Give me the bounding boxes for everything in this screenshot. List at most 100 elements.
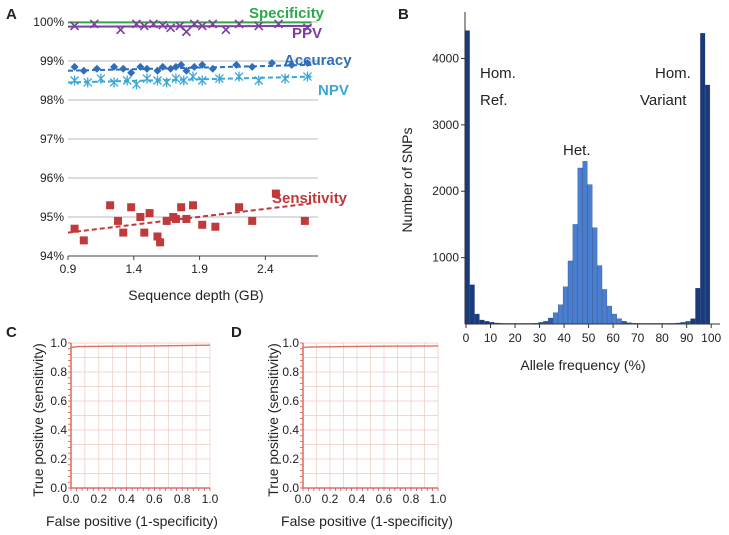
point-sensitivity bbox=[271, 189, 280, 198]
point-accuracy bbox=[248, 62, 257, 71]
point-ppv-stroke bbox=[254, 21, 264, 31]
point-ppv bbox=[197, 21, 207, 31]
point-accuracy bbox=[136, 62, 145, 71]
panel-letter-d: D bbox=[231, 324, 242, 341]
annot-het: Het. bbox=[563, 142, 591, 159]
point-npv bbox=[171, 73, 181, 84]
panel-c-y-axis-title: True positive (sensitivity) bbox=[30, 343, 46, 497]
panel-d-x-tick-label: 0.0 bbox=[295, 492, 312, 506]
annot-hom-ref-1: Hom. bbox=[480, 65, 516, 82]
panel-letter-b: B bbox=[398, 6, 409, 23]
point-sensitivity bbox=[106, 201, 115, 210]
point-ppv bbox=[139, 21, 149, 31]
point-npv bbox=[131, 79, 141, 90]
histogram-bar bbox=[700, 33, 706, 325]
point-sensitivity bbox=[171, 214, 180, 223]
trendline-ppv bbox=[67, 24, 312, 28]
point-sensitivity bbox=[300, 216, 309, 225]
panel-b-x-tick-label: 100 bbox=[701, 331, 721, 345]
panel-d-ticks: 0.0 0.2 0.4 0.6 0.8 1.0 0.0 0.2 0.4 0.6 0.8 1.0 bbox=[282, 336, 446, 506]
panel-a-x-ticks: 0.9 1.4 1.9 2.4 bbox=[60, 255, 318, 276]
point-ppv-stroke bbox=[158, 20, 168, 30]
panel-letter-a: A bbox=[6, 6, 17, 23]
label-ppv: PPV bbox=[292, 25, 322, 42]
point-sensitivity bbox=[114, 216, 122, 225]
panel-c-y-tick-label: 0.6 bbox=[50, 394, 67, 408]
panel-d-y-tick-label: 0.8 bbox=[282, 365, 299, 379]
histogram-bar bbox=[602, 289, 608, 325]
point-sensitivity bbox=[145, 209, 154, 218]
label-specificity: Specificity bbox=[249, 5, 325, 22]
panel-d-y-tick-label: 0.2 bbox=[282, 452, 299, 466]
panel-d-roc-line bbox=[302, 345, 439, 488]
point-sensitivity bbox=[211, 222, 220, 231]
panel-d-x-tick-label: 1.0 bbox=[430, 492, 447, 506]
panel-d-y-tick-label: 0.4 bbox=[282, 423, 299, 437]
point-accuracy bbox=[232, 60, 241, 69]
annot-hom-var-1: Hom. bbox=[655, 65, 691, 82]
point-npv bbox=[254, 75, 264, 86]
point-accuracy bbox=[303, 58, 312, 67]
point-accuracy bbox=[190, 62, 199, 71]
panel-d-y-tick-label: 0.6 bbox=[282, 394, 299, 408]
panel-d-x-axis-title: False positive (1-specificity) bbox=[281, 513, 453, 529]
point-sensitivity bbox=[198, 220, 207, 229]
point-npv bbox=[179, 75, 189, 86]
point-accuracy bbox=[70, 62, 79, 71]
point-accuracy bbox=[287, 60, 296, 69]
point-sensitivity bbox=[248, 216, 257, 225]
point-npv bbox=[142, 73, 152, 84]
point-sensitivity bbox=[182, 214, 191, 223]
panel-a-x-tick-label: 0.9 bbox=[60, 262, 77, 276]
point-ppv bbox=[254, 21, 264, 31]
panel-c-x-tick-label: 0.2 bbox=[90, 492, 107, 506]
panel-c-x-tick-label: 0.8 bbox=[174, 492, 191, 506]
panel-b-y-tick-label: 1000 bbox=[432, 251, 459, 265]
panel-c-roc-line bbox=[70, 344, 211, 488]
point-accuracy bbox=[110, 62, 119, 71]
point-ppv-stroke bbox=[175, 21, 185, 31]
point-accuracy bbox=[177, 60, 186, 69]
panel-a-chart: 94% 95% 96% 97% 98% 99% 100% 0.9 1.4 1.9 2.4 Spec… bbox=[33, 5, 352, 303]
point-ppv-stroke bbox=[189, 19, 199, 29]
histogram-bar bbox=[607, 305, 612, 325]
panel-d-gridlines bbox=[300, 342, 439, 491]
panel-b-x-tick-label: 60 bbox=[606, 331, 620, 345]
panel-d-y-axis-title: True positive (sensitivity) bbox=[265, 343, 281, 497]
panel-a-x-axis-title: Sequence depth (GB) bbox=[128, 287, 263, 303]
point-sensitivity bbox=[156, 238, 165, 247]
histogram-bar bbox=[567, 260, 573, 325]
point-ppv bbox=[89, 19, 99, 29]
point-ppv bbox=[148, 19, 159, 29]
point-sensitivity bbox=[70, 224, 79, 233]
panel-b-x-tick-label: 80 bbox=[655, 331, 669, 345]
point-accuracy bbox=[158, 62, 167, 71]
histogram-bar bbox=[690, 318, 696, 325]
histogram-bar bbox=[553, 312, 559, 325]
panel-a-y-tick-label: 96% bbox=[40, 171, 64, 185]
point-npv bbox=[280, 73, 290, 84]
panel-c-chart: 0.0 0.2 0.4 0.6 0.8 1.0 0.0 0.2 0.4 0.6 0.8 1.0 Fal… bbox=[30, 336, 219, 529]
histogram-bar bbox=[548, 317, 554, 325]
point-sensitivity bbox=[127, 203, 136, 212]
point-ppv bbox=[208, 19, 218, 29]
point-accuracy bbox=[267, 58, 276, 67]
panel-c-x-tick-label: 0.0 bbox=[63, 492, 80, 506]
point-ppv-stroke bbox=[302, 23, 313, 33]
panel-b-x-tick-label: 0 bbox=[463, 331, 470, 345]
point-accuracy bbox=[79, 66, 88, 75]
point-ppv bbox=[131, 19, 141, 29]
panel-b-x-tick-label: 10 bbox=[484, 331, 498, 345]
point-npv bbox=[188, 71, 198, 82]
panel-a-y-ticks: 94% 95% 96% 97% 98% 99% 100% bbox=[33, 15, 64, 263]
point-accuracy bbox=[208, 64, 217, 73]
histogram-bar bbox=[582, 161, 588, 325]
panel-letter-c: C bbox=[6, 324, 17, 341]
panel-c-y-tick-label: 1.0 bbox=[50, 336, 67, 350]
point-npv bbox=[96, 73, 106, 84]
panel-b-y-tick-label: 2000 bbox=[432, 184, 459, 198]
point-ppv bbox=[70, 21, 80, 31]
point-ppv-stroke bbox=[234, 19, 244, 29]
